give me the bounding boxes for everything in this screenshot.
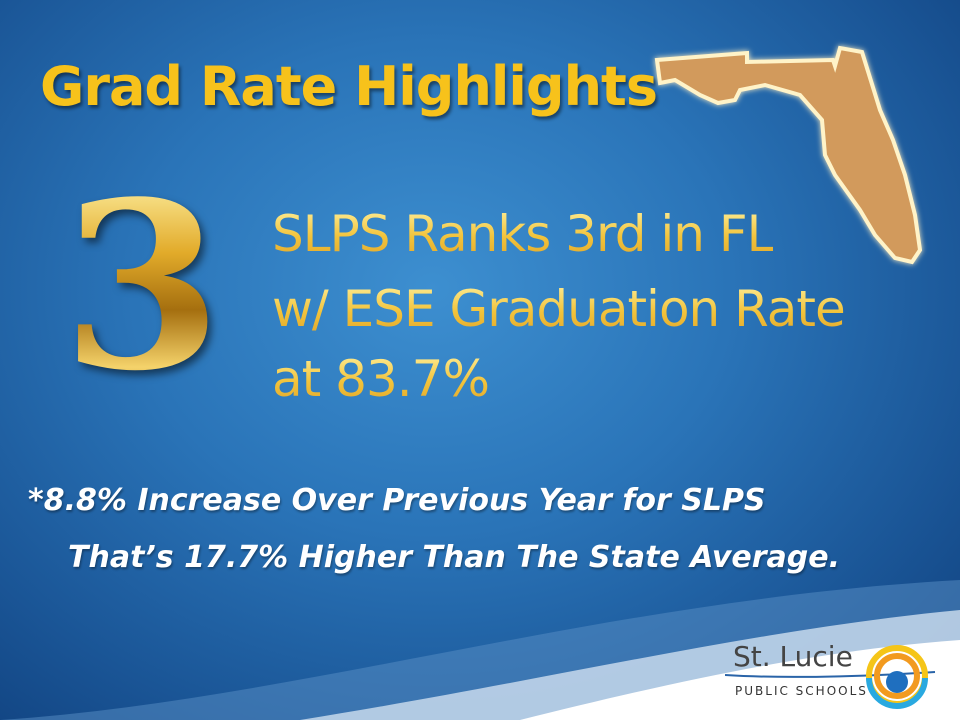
note-line-1: *8.8% Increase Over Previous Year for SL…: [28, 483, 766, 518]
slide-title: Grad Rate Highlights: [40, 55, 658, 118]
logo-subtitle: PUBLIC SCHOOLS: [735, 684, 868, 698]
sun-circles-icon: [866, 645, 928, 709]
note-line-2: That’s 17.7% Higher Than The State Avera…: [68, 540, 840, 575]
logo-name: St. Lucie: [733, 640, 853, 673]
headline-line-3: at 83.7%: [272, 350, 490, 408]
headline-line-1: SLPS Ranks 3rd in FL: [272, 205, 774, 263]
rank-number-graphic: 3: [62, 152, 223, 422]
decorative-wave: [0, 580, 960, 720]
headline-line-2: w/ ESE Graduation Rate: [272, 280, 846, 338]
